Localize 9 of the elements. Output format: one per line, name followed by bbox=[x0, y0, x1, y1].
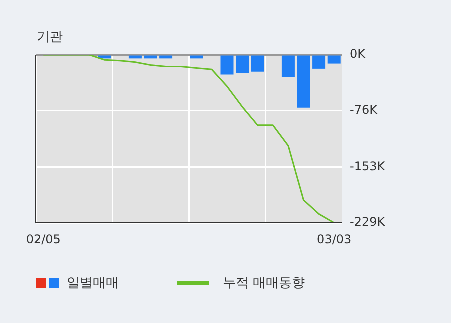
legend-label: 누적 매매동향 bbox=[223, 275, 306, 292]
y-tick-label: -153K bbox=[350, 159, 386, 174]
y-tick-label: -76K bbox=[350, 102, 379, 117]
x-tick-label: 02/05 bbox=[26, 232, 61, 246]
y-tick-label: 0K bbox=[350, 47, 367, 62]
y-tick-label: -229K bbox=[350, 215, 386, 230]
legend-label: 일별매매 bbox=[67, 275, 119, 292]
x-tick-label: 03/03 bbox=[317, 232, 352, 246]
chart-title: 기관 bbox=[37, 29, 63, 46]
